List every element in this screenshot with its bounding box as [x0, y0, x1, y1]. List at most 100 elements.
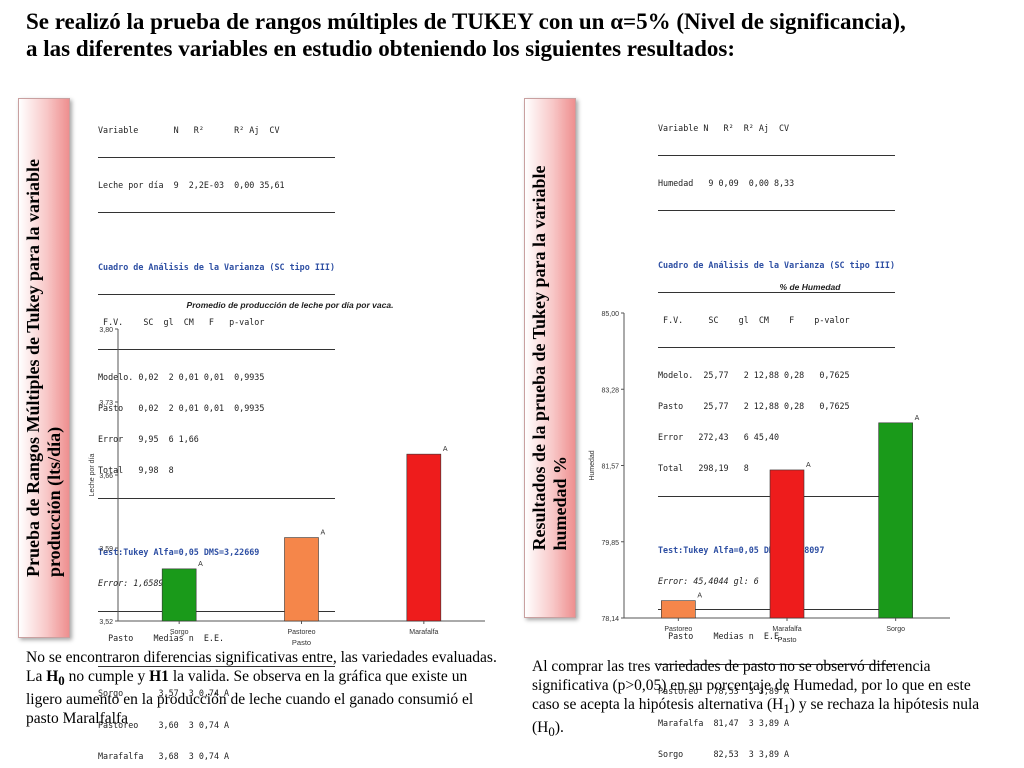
left-conclusion-part: no cumple y — [64, 668, 150, 685]
right-conclusion-part: Al comprar las tres variedades de pasto … — [532, 658, 971, 713]
right-conclusion-part: ) y se rechaza la hipótesis nula (H — [532, 696, 980, 737]
bar — [769, 469, 805, 619]
y-tick-label: 85,00 — [601, 311, 619, 318]
left-conclusion-text: No se encontraron diferencias significat… — [26, 648, 504, 728]
anova-header: F.V. SC gl CM F p-valor — [98, 316, 265, 327]
stats-row: Humedad 9 0,09 0,00 8,33 — [658, 177, 795, 188]
right-side-label-box: Resultados de la prueba de Tukey para la… — [524, 98, 576, 618]
bar-significance-label: A — [915, 415, 920, 422]
bar — [406, 453, 442, 622]
x-tick-label: Sorgo — [170, 629, 189, 636]
x-tick-label: Marafalfa — [772, 626, 801, 633]
anova-row: Pasto 25,77 2 12,88 0,28 0,7625 — [658, 400, 850, 411]
h0-symbol: H — [46, 668, 59, 685]
means-row: Marafalfa 81,47 3 3,89 A — [658, 717, 790, 728]
y-tick-label: 3,66 — [99, 473, 113, 480]
h1-subscript: 1 — [783, 701, 790, 717]
means-row: Sorgo 82,53 3 3,89 A — [658, 748, 790, 759]
y-axis-label: Leche por día — [89, 453, 96, 496]
anova-row: Error 9,95 6 1,66 — [98, 434, 199, 445]
chart-title: Promedio de producción de leche por día … — [187, 300, 394, 310]
tukey-error-line: Error: 45,4044 gl: 6 — [658, 576, 759, 587]
left-side-label: Prueba de Rangos Múltiples de Tukey para… — [23, 159, 65, 577]
title-line-1: Se realizó la prueba de rangos múltiples… — [26, 9, 906, 34]
means-header: Pasto Medias n E.E. — [658, 631, 785, 642]
x-tick-label: Pastoreo — [287, 629, 315, 636]
stats-divider — [658, 346, 895, 348]
y-tick-label: 3,80 — [99, 327, 113, 334]
h1-symbol: H1 — [149, 668, 169, 685]
stats-divider — [98, 497, 335, 499]
tukey-test-line: Test:Tukey Alfa=0,05 DMS=3,22669 — [98, 547, 260, 558]
left-side-label-line-1: Prueba de Rangos Múltiples de Tukey para… — [23, 158, 43, 578]
y-tick-label: 81,57 — [601, 464, 619, 471]
bar-significance-label: A — [321, 530, 326, 537]
anova-row: Modelo. 25,77 2 12,88 0,28 0,7625 — [658, 369, 850, 380]
stats-header: Variable N R² R² Aj CV — [658, 122, 790, 133]
y-tick-label: 3,73 — [99, 400, 113, 407]
h0-subscript: 0 — [548, 724, 555, 740]
stats-divider — [98, 293, 335, 295]
x-axis-label: Pasto — [777, 635, 796, 644]
left-side-label-box: Prueba de Rangos Múltiples de Tukey para… — [18, 98, 70, 638]
stats-divider — [98, 665, 335, 667]
y-tick-label: 79,85 — [601, 540, 619, 547]
right-conclusion-text: Al comprar las tres variedades de pasto … — [532, 657, 992, 741]
stats-header: Variable N R² R² Aj CV — [98, 124, 280, 135]
left-stats-output: Variable N R² R² Aj CV Leche por día 9 2… — [98, 104, 335, 768]
left-conclusion-part: la valida. Se observa en la gráfica que … — [26, 668, 474, 728]
stats-divider — [658, 291, 895, 293]
anova-row: Total 298,19 8 — [658, 463, 749, 474]
bar-significance-label: A — [697, 593, 702, 600]
h0-subscript: 0 — [58, 673, 65, 689]
bar — [661, 600, 696, 619]
slide-title: Se realizó la prueba de rangos múltiples… — [26, 8, 1016, 62]
x-axis-label: Pasto — [292, 638, 311, 647]
y-axis-label: Humedad — [589, 450, 596, 480]
right-side-label-line-2: humedad % — [550, 456, 570, 551]
stats-row: Leche por día 9 2,2E-03 0,00 35,61 — [98, 179, 285, 190]
right-side-label-line-1: Resultados de la prueba de Tukey para la… — [529, 165, 549, 551]
right-stats-output: Variable N R² R² Aj CV Humedad 9 0,09 0,… — [658, 102, 895, 768]
x-tick-label: Sorgo — [886, 626, 905, 633]
bar — [284, 537, 319, 622]
left-side-label-line-2: producción (lts/día) — [44, 426, 64, 578]
bar-significance-label: A — [443, 446, 448, 453]
anova-header: F.V. SC gl CM F p-valor — [658, 314, 850, 325]
stats-divider — [98, 157, 335, 159]
stats-divider — [658, 210, 895, 212]
stats-divider — [98, 610, 335, 612]
anova-title: Cuadro de Análisis de la Varianza (SC ti… — [98, 261, 335, 272]
bar-significance-label: A — [806, 462, 811, 469]
title-line-2: a las diferentes variables en estudio ob… — [26, 36, 735, 61]
anova-row: Pasto 0,02 2 0,01 0,01 0,9935 — [98, 402, 265, 413]
means-row: Pastoreo 78,53 3 3,89 A — [658, 686, 790, 697]
anova-title: Cuadro de Análisis de la Varianza (SC ti… — [658, 259, 895, 270]
means-header: Pasto Medias n E.E. — [98, 633, 225, 644]
y-tick-label: 83,28 — [601, 387, 619, 394]
left-conclusion-part: No se encontraron diferencias significat… — [26, 649, 497, 685]
right-conclusion-part: ). — [554, 719, 564, 737]
bar — [161, 568, 197, 622]
milk-production-chart: Promedio de producción de leche por día … — [89, 300, 485, 647]
stats-divider — [658, 155, 895, 157]
y-tick-label: 3,52 — [99, 619, 113, 626]
bar — [878, 422, 913, 619]
means-row: Pastoreo 3,60 3 0,74 A — [98, 719, 230, 730]
stats-divider — [98, 348, 335, 350]
right-side-label: Resultados de la prueba de Tukey para la… — [529, 165, 571, 550]
anova-row: Error 272,43 6 45,40 — [658, 432, 780, 443]
means-row: Sorgo 3,57 3 0,74 A — [98, 688, 230, 699]
y-tick-label: 3,59 — [99, 546, 113, 553]
anova-row: Total 9,98 8 — [98, 465, 174, 476]
means-row: Marafalfa 3,68 3 0,74 A — [98, 750, 230, 761]
stats-divider — [98, 212, 335, 214]
x-tick-label: Marafalfa — [409, 629, 438, 636]
y-tick-label: 78,14 — [601, 616, 619, 623]
humidity-chart: % de Humedad 78,14 79,85 81,57 83,28 85,00 Hum… — [589, 282, 950, 644]
anova-row: Modelo. 0,02 2 0,01 0,01 0,9935 — [98, 371, 265, 382]
stats-divider — [658, 663, 895, 665]
bar-significance-label: A — [198, 561, 203, 568]
x-tick-label: Pastoreo — [664, 626, 692, 633]
chart-title: % de Humedad — [780, 282, 842, 292]
